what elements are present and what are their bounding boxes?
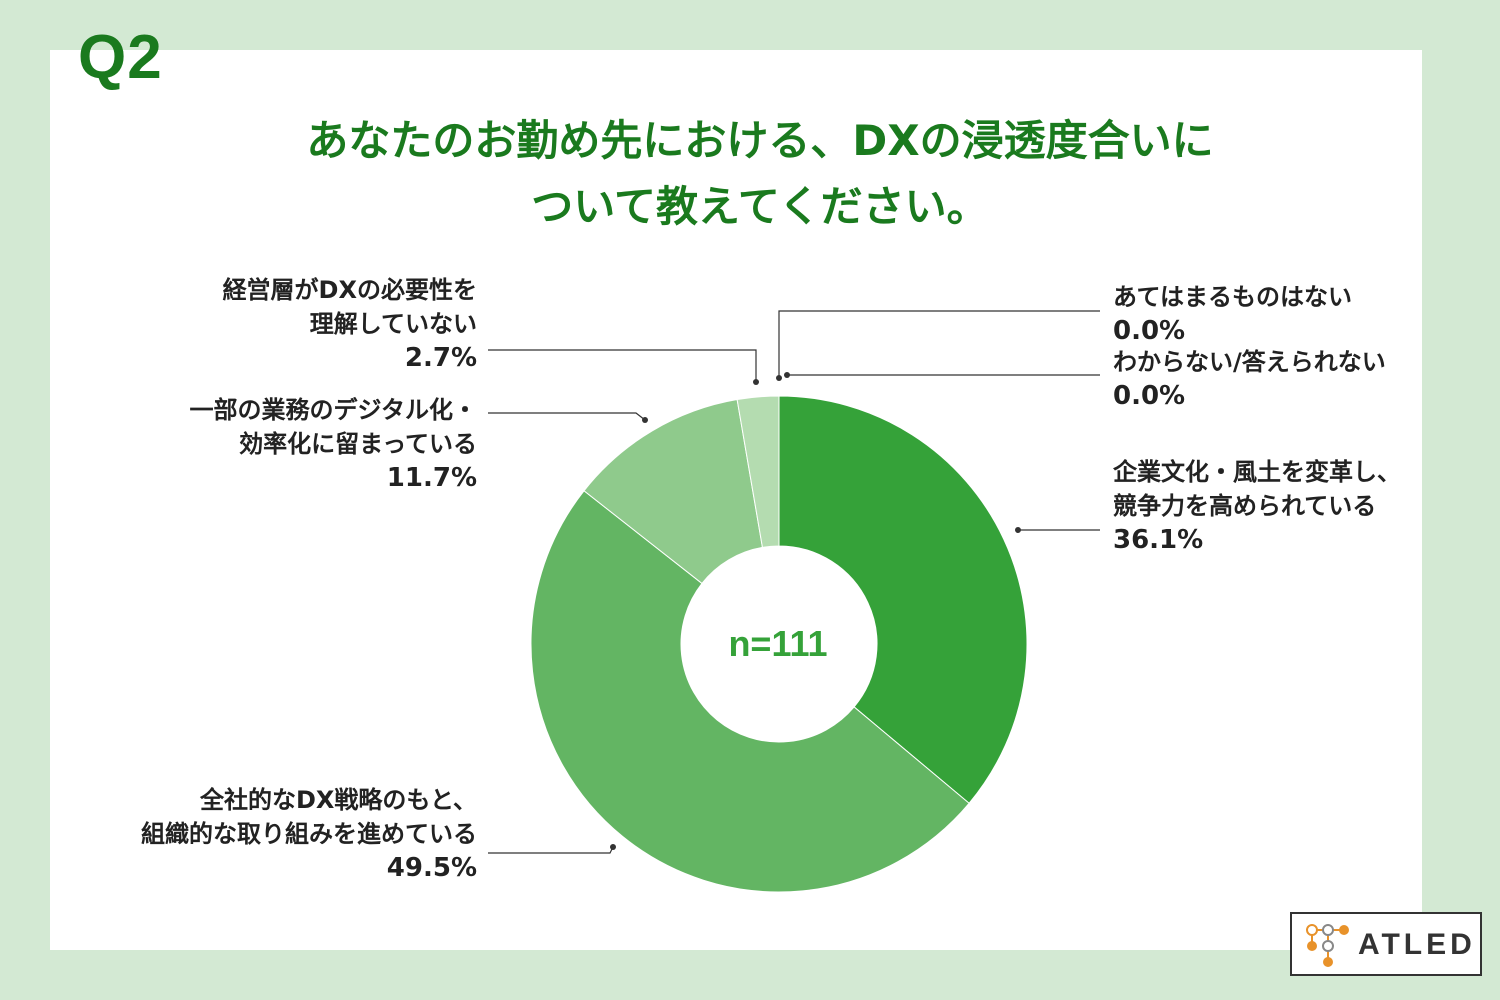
sample-size-label: n=111 <box>728 623 827 664</box>
label-partial-line-1: 一部の業務のデジタル化・ <box>189 396 477 424</box>
leader-line-partial <box>488 412 646 421</box>
donut-slice-2 <box>530 490 970 893</box>
leader-line-none-apply <box>778 310 1100 378</box>
label-partial-line-2: 効率化に留まっている <box>239 430 477 458</box>
chart-title-line-1: あなたのお勤め先における、DXの浸透度合いに <box>306 116 1214 165</box>
label-none-apply-value: 0.0% <box>1113 316 1186 346</box>
leader-line-partial-dot <box>642 417 648 423</box>
atled-logo: ATLED <box>1290 912 1482 976</box>
leader-line-unknown-dot <box>784 372 790 378</box>
label-culture-line-1: 企業文化・風土を変革し、 <box>1113 458 1401 486</box>
label-management-line-2: 理解していない <box>309 310 477 338</box>
label-management-value: 2.7% <box>404 343 477 373</box>
label-strategy-line-2: 組織的な取り組みを進めている <box>141 820 477 848</box>
leader-line-strategy-dot <box>610 844 616 850</box>
leader-line-strategy <box>488 846 614 854</box>
leader-line-management-dot <box>753 379 759 385</box>
donut-slice-4 <box>736 395 780 548</box>
label-culture-line-2: 競争力を高められている <box>1113 492 1377 520</box>
donut-slice-1 <box>778 395 1028 804</box>
label-unknown: わからない/答えられない 0.0% <box>1113 345 1386 413</box>
label-unknown-text: わからない/答えられない <box>1113 348 1386 376</box>
atled-logo-text: ATLED <box>1358 928 1476 961</box>
label-none-apply: あてはまるものはない 0.0% <box>1113 280 1352 348</box>
leader-lines <box>488 310 1100 854</box>
question-number: Q2 <box>78 23 163 92</box>
label-company-wide-strategy: 全社的なDX戦略のもと、 組織的な取り組みを進めている 49.5% <box>141 783 477 885</box>
atled-logo-mark-icon <box>1306 924 1349 967</box>
label-strategy-value: 49.5% <box>386 853 477 883</box>
label-management-line-1: 経営層がDXの必要性を <box>222 276 477 304</box>
donut-slice-3 <box>583 398 764 585</box>
label-none-apply-text: あてはまるものはない <box>1113 283 1353 311</box>
donut-slices <box>530 395 1028 893</box>
chart-title-line-2: ついて教えてください。 <box>531 182 989 231</box>
leader-line-culture-dot <box>1015 527 1021 533</box>
label-culture-value: 36.1% <box>1113 525 1204 555</box>
label-culture-transformed: 企業文化・風土を変革し、 競争力を高められている 36.1% <box>1113 455 1401 557</box>
leader-line-management <box>488 349 757 382</box>
label-partial-value: 11.7% <box>386 463 477 493</box>
label-management-unaware: 経営層がDXの必要性を 理解していない 2.7% <box>223 273 477 375</box>
chart-title: あなたのお勤め先における、DXの浸透度合いに ついて教えてください。 <box>150 108 1370 240</box>
leader-line-none-apply-dot <box>776 375 782 381</box>
label-unknown-value: 0.0% <box>1113 381 1186 411</box>
label-partial-digitalization: 一部の業務のデジタル化・ 効率化に留まっている 11.7% <box>189 393 477 495</box>
label-strategy-line-1: 全社的なDX戦略のもと、 <box>200 786 477 814</box>
